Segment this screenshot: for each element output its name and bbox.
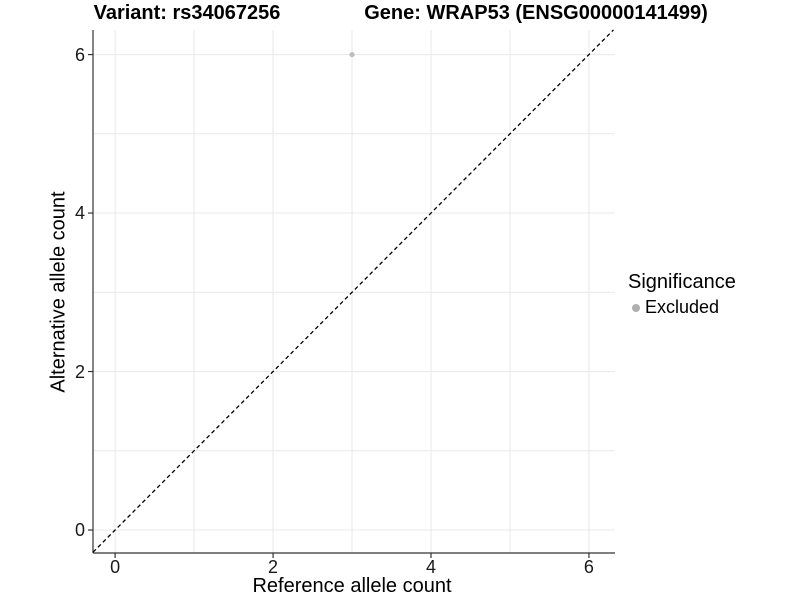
legend: Significance Excluded [628,271,736,318]
y-tick-label: 4 [74,203,85,224]
legend-entry-label: Excluded [645,297,720,317]
x-tick-label: 0 [110,557,121,577]
legend-entry: Excluded [628,297,736,318]
identity-line [92,29,614,553]
data-point [349,51,355,58]
legend-entries: Excluded [628,297,736,318]
x-tick-label: 2 [268,557,279,577]
y-tick-label: 6 [74,44,85,65]
x-tick-label: 4 [425,557,436,577]
legend-title: Significance [628,271,736,293]
plot-title-variant: Variant: rs34067256 [93,2,281,24]
y-tick-label: 0 [74,520,85,541]
x-tick-label: 6 [583,557,594,577]
y-tick-label: 2 [74,361,85,382]
legend-key-dot-icon [632,303,640,312]
x-axis-title: Reference allele count [252,575,452,597]
plot-title-gene: Gene: WRAP53 (ENSG00000141499) [364,2,708,24]
